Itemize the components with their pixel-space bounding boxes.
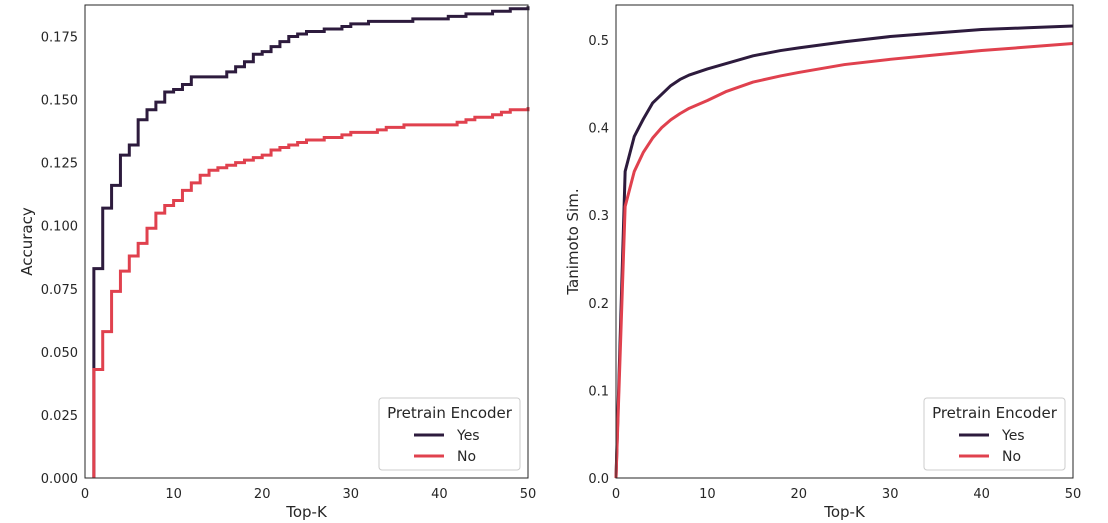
- x-axis-label: Top-K: [823, 503, 866, 521]
- y-tick-label: 0.075: [41, 283, 78, 298]
- x-tick-label: 50: [1065, 487, 1082, 502]
- series-line-yes: [92, 6, 530, 478]
- chart-panel-2: 0 10 20 30 40 50 0.0 0.1 0.2 0.3 0.4 0.5 Top-K Tanimo…: [564, 4, 1082, 521]
- x-tick-label: 40: [973, 487, 990, 502]
- y-tick-label: 0.050: [41, 346, 78, 361]
- legend-label-yes: Yes: [456, 428, 480, 444]
- x-tick-label: 50: [520, 487, 537, 502]
- x-tick-label: 10: [699, 487, 716, 502]
- y-tick-label: 0.025: [41, 409, 78, 424]
- legend: Pretrain Encoder Yes No: [378, 397, 521, 471]
- x-tick-label: 30: [882, 487, 899, 502]
- chart-panel-1: 0 10 20 30 40 50 0.000 0.025 0.050 0.075 0.100 0.12…: [18, 4, 537, 521]
- x-tick-label: 20: [254, 487, 271, 502]
- y-tick-label: 0.175: [41, 31, 78, 46]
- legend: Pretrain Encoder Yes No: [923, 397, 1066, 471]
- x-tick-label: 0: [81, 487, 89, 502]
- y-tick-label: 0.5: [588, 34, 609, 49]
- legend-title: Pretrain Encoder: [932, 404, 1058, 422]
- y-tick-label: 0.100: [41, 220, 78, 235]
- x-axis-label: Top-K: [285, 503, 328, 521]
- y-tick-label: 0.4: [588, 122, 609, 137]
- plot-frame: [84, 4, 529, 479]
- legend-title: Pretrain Encoder: [387, 404, 513, 422]
- plot-frame: [615, 4, 1074, 479]
- legend-label-yes: Yes: [1001, 428, 1025, 444]
- legend-box: [378, 397, 521, 471]
- x-tick-label: 40: [431, 487, 448, 502]
- y-tick-label: 0.2: [588, 297, 609, 312]
- series-line-yes: [614, 24, 1074, 479]
- y-tick-label: 0.125: [41, 157, 78, 172]
- y-tick-label: 0.3: [588, 209, 609, 224]
- series-line-no: [92, 107, 530, 478]
- x-tick-label: 10: [165, 487, 182, 502]
- legend-label-no: No: [457, 449, 476, 465]
- series-line-no: [614, 42, 1074, 479]
- y-tick-label: 0.000: [41, 472, 78, 487]
- legend-box: [923, 397, 1066, 471]
- y-axis-label: Accuracy: [18, 207, 36, 276]
- x-tick-label: 30: [343, 487, 360, 502]
- y-tick-label: 0.0: [588, 472, 609, 487]
- legend-label-no: No: [1002, 449, 1021, 465]
- y-tick-label: 0.150: [41, 94, 78, 109]
- y-axis-label: Tanimoto Sim.: [564, 188, 582, 295]
- x-tick-label: 0: [612, 487, 620, 502]
- y-tick-label: 0.1: [588, 384, 609, 399]
- x-tick-label: 20: [791, 487, 808, 502]
